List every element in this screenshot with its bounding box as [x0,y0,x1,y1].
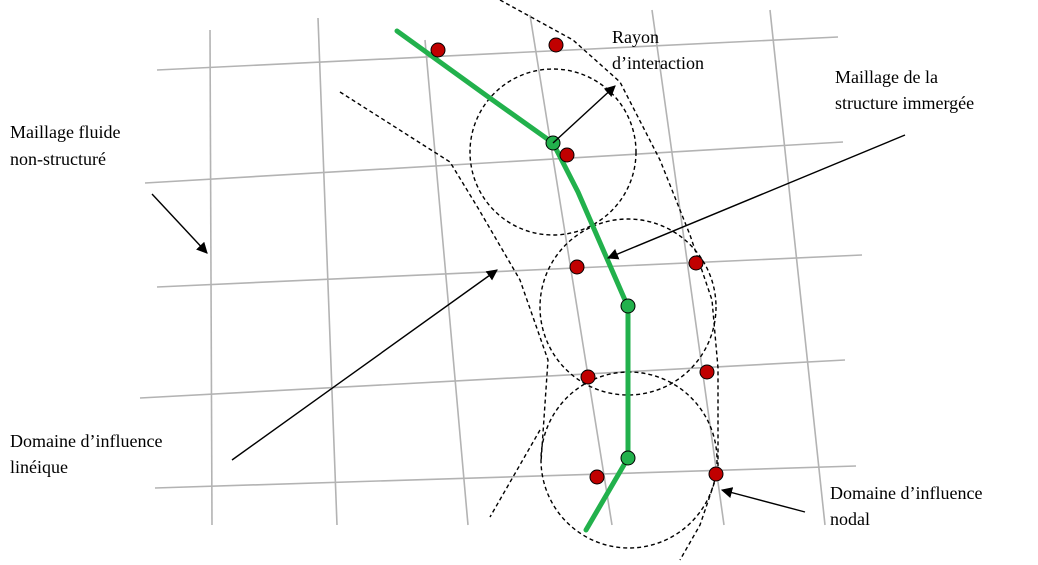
mesh-line-v2 [317,17,338,526]
mesh-line-v6 [769,9,826,526]
mesh-line-v5 [651,9,725,526]
mesh-line-h5 [154,465,857,489]
annotation-arrows [151,85,906,513]
linear-influence-envelope-bottom [489,429,541,518]
structure-nodes [545,135,636,466]
fluid-node [688,255,704,271]
label-fluid-mesh-2: non-structuré [10,149,106,169]
fluid-node [589,469,605,485]
nodal-influence-circle-2 [539,218,717,396]
mesh-line-h1 [156,36,839,71]
fluid-node [569,259,585,275]
label-nodal-domain-1: Domaine d’influence [830,483,982,503]
label-fluid-mesh-1: Maillage fluide [10,122,120,142]
mesh-line-h3 [156,254,863,288]
fluid-node [699,364,715,380]
linear-influence-envelope-right [499,0,719,561]
nodal-influence-circle-1 [469,68,637,236]
linear-influence-envelope-left [339,91,549,463]
label-linear-domain-1: Domaine d’influence [10,431,162,451]
labels: Rayon d’interaction Maillage de la struc… [10,27,982,529]
fluid-node [548,37,564,53]
mesh-line-v3 [424,39,469,526]
label-rayon-1: Rayon [612,27,659,47]
structure-mesh-arrow [606,134,906,260]
fluid-nodes [430,37,724,485]
fluid-node [430,42,446,58]
fluid-node [708,466,724,482]
label-structure-mesh-1: Maillage de la [835,67,938,87]
fluid-node [559,147,575,163]
mesh-line-h2 [144,141,844,184]
nodal-domain-arrow [720,487,806,513]
mesh-line-h4 [139,359,846,399]
fluid-node [580,369,596,385]
structure-node [620,298,636,314]
fluid-mesh-arrow [151,193,208,254]
structure-node [620,450,636,466]
label-linear-domain-2: linéique [10,457,68,477]
label-structure-mesh-2: structure immergée [835,93,974,113]
label-nodal-domain-2: nodal [830,509,870,529]
radius-arrow [552,85,616,144]
mesh-line-v1 [209,29,213,526]
linear-domain-arrow [231,269,498,461]
label-rayon-2: d’interaction [612,53,704,73]
